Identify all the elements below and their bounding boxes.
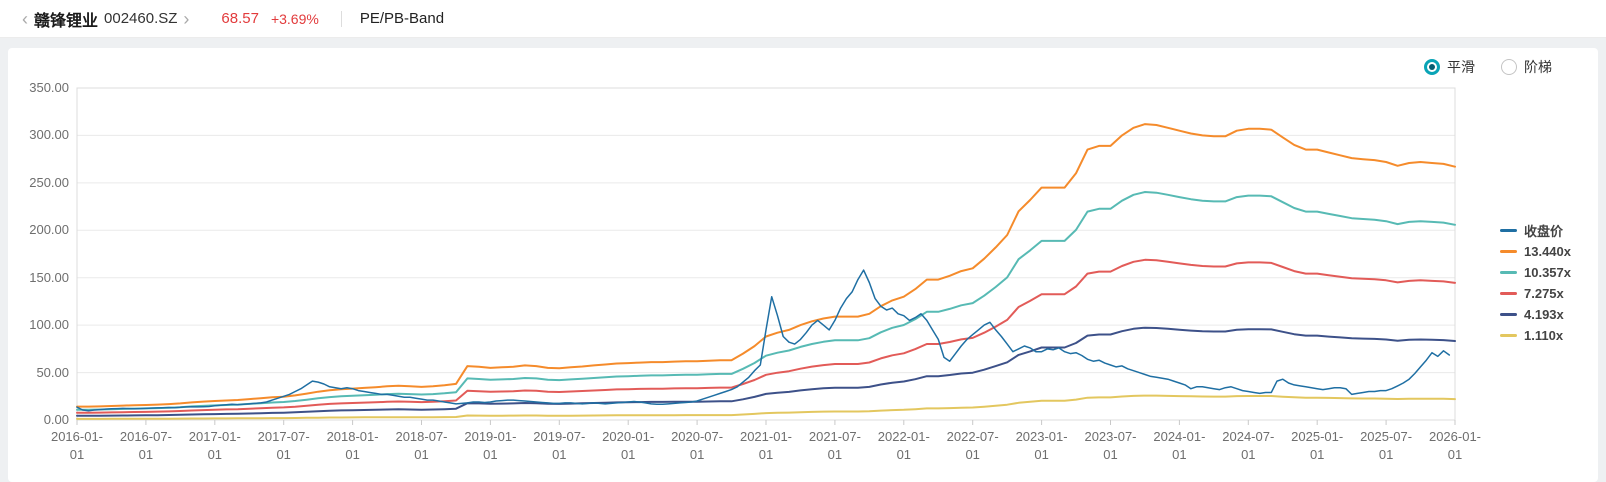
stock-change-percent: +3.69% [270,10,319,27]
legend-swatch [1500,334,1517,337]
radio-icon [1501,59,1517,75]
legend-item[interactable]: 10.357x [1500,262,1571,283]
radio-option-step[interactable]: 阶梯 [1501,57,1552,77]
back-chevron-icon[interactable]: ‹ [22,8,28,29]
x-axis-tick-label: 2022-07- 01 [946,429,999,462]
x-axis-tick-label: 2019-01- 01 [464,429,517,462]
radio-option-label: 平滑 [1447,59,1475,75]
legend-label: 4.193x [1524,307,1564,322]
radio-option-smooth[interactable]: 平滑 [1424,57,1475,77]
y-axis-tick-label: 50.00 [36,364,69,380]
y-axis-tick-label: 250.00 [29,174,69,190]
x-axis-tick-label: 2016-01- 01 [50,429,104,462]
stock-price: 68.57 [221,10,259,27]
x-axis-tick-label: 2025-07- 01 [1360,429,1413,462]
y-axis-tick-label: 100.00 [29,317,69,333]
x-axis-tick-label: 2021-07- 01 [808,429,861,462]
legend: 收盘价 13.440x 10.357x 7.275x 4.193x 1.110x [1500,220,1571,346]
legend-label: 7.275x [1524,286,1564,301]
close-price-line [76,269,1451,412]
y-axis-tick-label: 0.00 [43,412,69,427]
x-axis-tick-label: 2020-07- 01 [671,429,724,462]
header: ‹ 赣锋锂业 002460.SZ › 68.57 +3.69% PE/PB-Ba… [0,0,1606,38]
plot-border [76,87,1456,421]
x-axis-tick-label: 2018-07- 01 [395,429,448,462]
band-line-7.275x [76,258,1456,414]
legend-swatch [1500,313,1517,316]
band-line-13.440x [76,123,1456,408]
x-axis-tick-label: 2017-01- 01 [188,429,241,462]
y-axis-tick-label: 350.00 [29,80,69,95]
legend-label: 13.440x [1524,244,1571,259]
x-axis-tick-label: 2021-01- 01 [739,429,793,462]
x-axis-tick-label: 2024-07- 01 [1222,429,1275,462]
x-axis-tick-label: 2019-07- 01 [533,429,586,462]
legend-item[interactable]: 收盘价 [1500,220,1571,241]
legend-item[interactable]: 7.275x [1500,283,1571,304]
x-axis-tick-label: 2025-01- 01 [1291,429,1344,462]
plot-wrap: 350.00 300.00 250.00 200.00 150.00 100.00 50.0… [29,80,1481,462]
x-axis-tick-label: 2017-07- 01 [257,429,310,462]
x-axis-tick-label: 2024-01- 01 [1153,429,1206,462]
x-axis-tick-label: 2018-01- 01 [326,429,379,462]
legend-swatch [1500,292,1517,295]
y-axis-tick-label: 150.00 [29,269,69,285]
legend-item[interactable]: 1.110x [1500,325,1571,346]
stock-name: 赣锋锂业 [34,12,99,30]
band-line-4.193x [76,326,1456,417]
stock-code: 002460.SZ [104,10,178,27]
legend-label: 10.357x [1524,265,1571,280]
x-axis-tick-label: 2016-07- 01 [119,429,172,462]
band-line-1.110x [76,394,1456,420]
divider [340,10,342,27]
x-axis-tick-label: 2023-01- 01 [1015,429,1068,462]
x-axis-tick-label: 2023-07- 01 [1084,429,1137,462]
x-axis-tick-label: 2020-01- 01 [602,429,655,462]
forward-chevron-icon[interactable]: › [183,8,190,29]
radio-icon [1424,59,1440,75]
legend-label: 收盘价 [1524,224,1564,239]
legend-swatch [1500,229,1517,232]
y-axis-tick-label: 300.00 [29,127,69,143]
chart-card: 平滑 阶梯 350.00 300.00 250.00 200.00 150.00 100.… [8,48,1598,482]
band-line-10.357x [76,191,1456,411]
x-axis-tick-label: 2022-01- 01 [877,429,930,462]
page-title: PE/PB-Band [359,10,445,27]
y-axis-tick-label: 200.00 [29,222,69,238]
plot-area[interactable] [76,87,1456,425]
radio-option-label: 阶梯 [1524,59,1552,75]
legend-item[interactable]: 13.440x [1500,241,1571,262]
legend-item[interactable]: 4.193x [1500,304,1571,325]
legend-label: 1.110x [1524,328,1564,343]
x-axis-tick-label: 2026-01- 01 [1428,429,1482,462]
smoothing-toggle: 平滑 阶梯 [1424,57,1552,77]
legend-swatch [1500,250,1517,253]
legend-swatch [1500,271,1517,274]
